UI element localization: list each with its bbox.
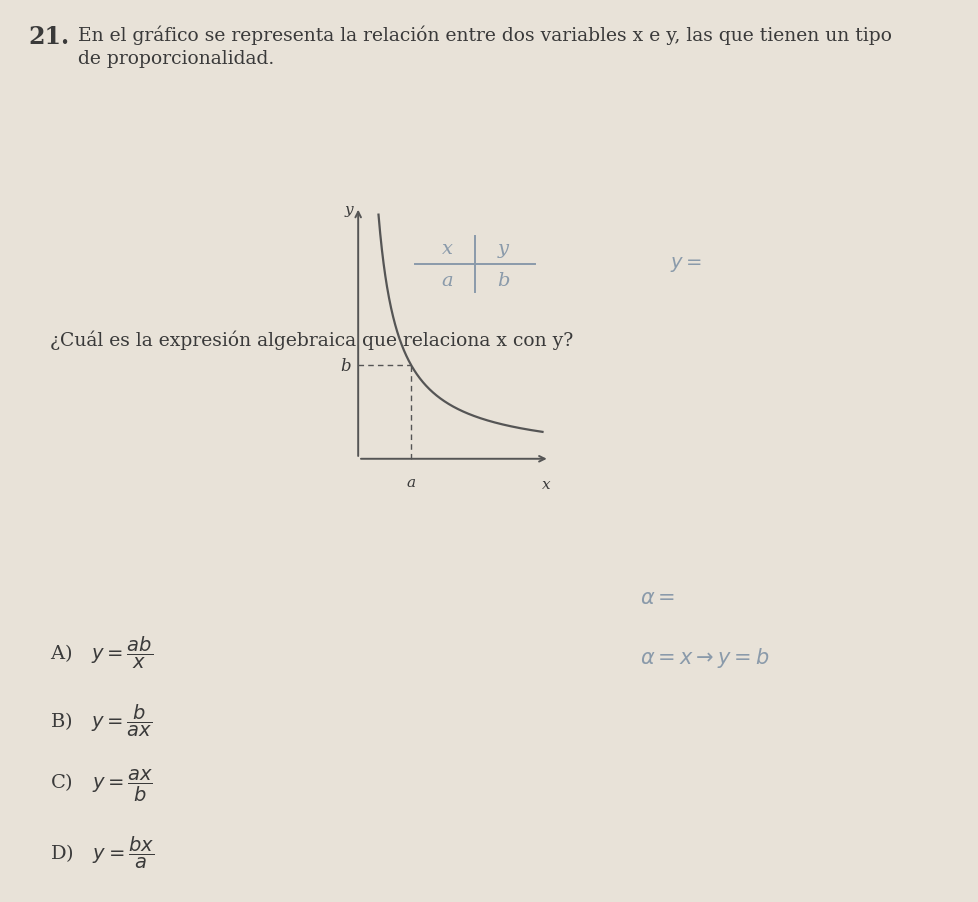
Text: y: y (497, 240, 508, 258)
Text: ¿Cuál es la expresión algebraica que relaciona x con y?: ¿Cuál es la expresión algebraica que rel… (50, 331, 573, 350)
Text: b: b (496, 272, 509, 290)
Text: $y=$: $y=$ (669, 255, 701, 274)
Text: C) $y = \dfrac{ax}{b}$: C) $y = \dfrac{ax}{b}$ (50, 767, 153, 803)
Text: a: a (441, 272, 453, 290)
Text: x: x (441, 240, 452, 258)
Text: B) $y = \dfrac{b}{ax}$: B) $y = \dfrac{b}{ax}$ (50, 703, 153, 738)
Text: 21.: 21. (28, 25, 69, 49)
Text: En el gráfico se representa la relación entre dos variables x e y, las que tiene: En el gráfico se representa la relación … (78, 25, 891, 44)
Text: $\alpha=$: $\alpha=$ (640, 588, 675, 607)
Text: de proporcionalidad.: de proporcionalidad. (78, 50, 274, 68)
Text: A) $y = \dfrac{ab}{x}$: A) $y = \dfrac{ab}{x}$ (50, 634, 153, 670)
Text: D) $y = \dfrac{bx}{a}$: D) $y = \dfrac{bx}{a}$ (50, 834, 155, 870)
Text: a: a (407, 475, 416, 490)
Text: x: x (541, 478, 550, 492)
Text: y: y (344, 203, 352, 217)
Text: $\alpha=x \rightarrow y=b$: $\alpha=x \rightarrow y=b$ (640, 645, 769, 669)
Text: b: b (340, 357, 351, 374)
